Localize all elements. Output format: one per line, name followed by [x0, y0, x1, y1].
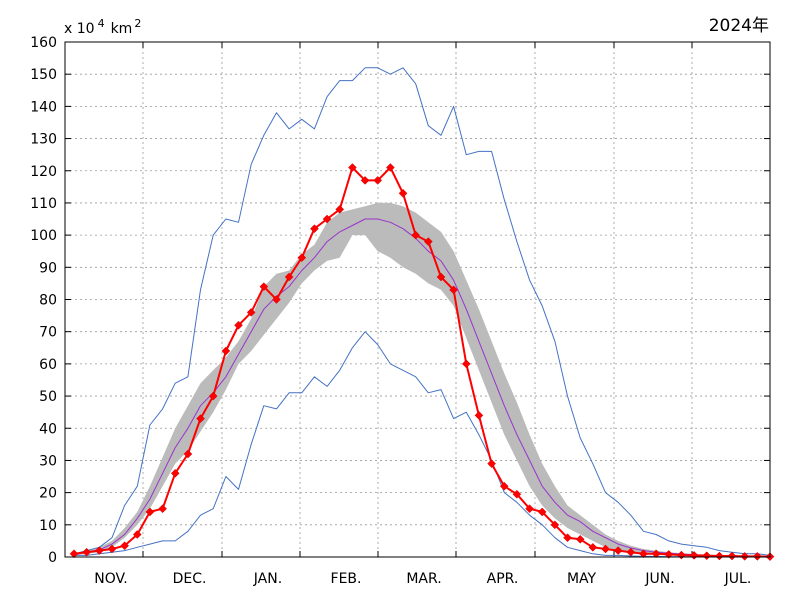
month-label: JAN. [253, 571, 282, 587]
y-tick-label: 40 [39, 421, 57, 437]
current-year-point [651, 549, 661, 559]
series-layer [69, 67, 775, 562]
y-tick-label: 0 [48, 550, 57, 566]
current-year-point [689, 551, 699, 560]
current-year-point [94, 546, 104, 555]
axes [64, 41, 771, 558]
current-year-point [398, 188, 408, 198]
y-tick-label: 20 [39, 486, 57, 502]
current-year-point [221, 346, 231, 356]
y-tick-label: 70 [39, 325, 57, 341]
current-year-point [639, 549, 648, 559]
current-year-point [512, 489, 522, 499]
y-tick-label: 10 [39, 518, 57, 534]
month-label: MAY [567, 571, 597, 587]
y-tick-label: 110 [30, 196, 57, 212]
current-year-point [563, 533, 572, 543]
current-year-point [234, 320, 243, 330]
plot-frame [64, 41, 771, 558]
month-label: NOV. [94, 571, 127, 587]
tick-labels: 0 10 20 30 40 50 60 70 80 90 100 110 120 130 140 150 160… [30, 35, 751, 587]
grid-lines [65, 41, 770, 558]
unit-name: km [111, 21, 133, 37]
current-year-point [170, 468, 180, 478]
current-year-point [752, 552, 762, 561]
current-year-point [436, 272, 446, 282]
current-year-point [715, 551, 724, 561]
unit-exponent: 4 [98, 17, 105, 30]
current-year-point [537, 507, 547, 517]
current-year-point [335, 205, 345, 214]
current-year-point [183, 449, 193, 459]
current-year-point [322, 214, 332, 224]
current-year-point [246, 308, 256, 317]
current-year-point [677, 550, 686, 560]
current-year-point [284, 272, 294, 282]
min-envelope-line [74, 331, 771, 558]
y-tick-label: 130 [30, 132, 57, 148]
month-label: DEC. [173, 571, 207, 587]
current-year-point [601, 544, 610, 554]
y-tick-label: 60 [39, 357, 57, 373]
current-year-point [727, 551, 737, 561]
current-year-point [411, 230, 421, 240]
current-year-point [487, 459, 496, 469]
current-year-point [613, 546, 623, 555]
month-label: FEB. [331, 571, 362, 587]
current-year-point [348, 163, 357, 172]
current-year-point [69, 549, 79, 559]
current-year-point [360, 176, 370, 185]
current-year-point [196, 414, 205, 423]
current-year-point [386, 163, 395, 172]
current-year-point [120, 541, 129, 551]
std-band-area [74, 202, 770, 557]
current-year-point [310, 224, 319, 234]
unit-prefix: x 10 [64, 21, 95, 37]
current-year-point [499, 481, 509, 491]
current-year-point [145, 507, 155, 517]
current-year-point [575, 534, 585, 544]
current-year-point [525, 504, 534, 514]
y-axis-unit-label: x 10 4 km 2 [64, 17, 141, 37]
y-tick-label: 80 [39, 293, 57, 309]
current-year-point [626, 547, 636, 557]
current-year-point [82, 547, 92, 557]
current-year-point [702, 551, 712, 561]
current-year-point [449, 285, 458, 295]
unit-name-exponent: 2 [134, 17, 141, 30]
current-year-point [272, 295, 281, 304]
y-tick-label: 90 [39, 260, 57, 276]
current-year-point [158, 504, 167, 514]
current-year-point [664, 550, 674, 559]
month-label: APR. [487, 571, 519, 587]
month-label: JUN. [644, 571, 674, 587]
y-tick-label: 120 [30, 164, 57, 180]
current-year-point [423, 237, 433, 246]
current-year-point [461, 359, 471, 369]
current-year-point [132, 530, 142, 539]
month-label: JUL. [724, 571, 752, 587]
current-year-point [373, 176, 383, 185]
month-label: MAR. [406, 571, 441, 587]
current-year-point [259, 282, 269, 291]
y-tick-label: 30 [39, 453, 57, 469]
y-tick-label: 100 [30, 228, 57, 244]
chart-title: 2024年 [709, 16, 769, 36]
current-year-point [588, 542, 598, 552]
y-tick-label: 160 [30, 35, 57, 51]
current-year-point [550, 520, 560, 530]
current-year-point [107, 544, 117, 554]
y-tick-label: 140 [30, 99, 57, 115]
max-envelope-line [73, 67, 771, 556]
current-year-point [740, 552, 750, 561]
current-year-point [297, 253, 307, 263]
current-year-point [474, 411, 484, 420]
current-year-point [208, 391, 218, 401]
y-tick-label: 150 [30, 67, 57, 83]
y-tick-label: 50 [39, 389, 57, 405]
